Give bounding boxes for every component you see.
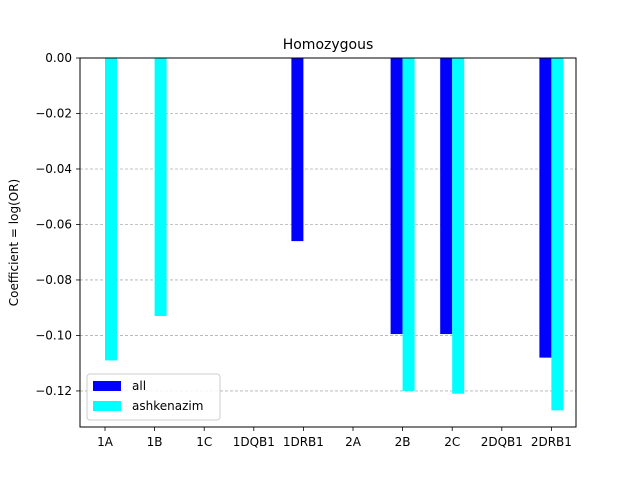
y-tick-label: −0.08	[35, 273, 72, 287]
bar-ashkenazim-2B	[402, 58, 415, 391]
grid-lines	[80, 113, 576, 392]
bar-all-2DRB1	[539, 58, 552, 358]
x-tick-label: 2DQB1	[481, 435, 523, 449]
y-tick-label: 0.00	[45, 51, 72, 65]
y-tick-label: −0.12	[35, 384, 72, 398]
x-tick-label: 1DRB1	[283, 435, 324, 449]
plot-frame	[79, 57, 577, 428]
legend: all ashkenazim	[86, 373, 221, 421]
bar-all-2C	[440, 58, 453, 335]
y-tick-label: −0.04	[35, 162, 72, 176]
x-axis: 1A 1B 1C 1DQB1 1DRB1 2A 2B 2C 2DQB1 2DRB1	[97, 427, 572, 449]
x-tick-label: 2B	[395, 435, 411, 449]
bar-ashkenazim-2C	[452, 58, 465, 394]
bar-ashkenazim-2DRB1	[551, 58, 564, 411]
y-tick-label: −0.10	[35, 328, 72, 342]
bar-ashkenazim-1B	[154, 58, 167, 317]
x-tick-label: 1DQB1	[233, 435, 275, 449]
x-tick-label: 2C	[444, 435, 460, 449]
bars	[105, 58, 564, 411]
y-tick-label: −0.06	[35, 217, 72, 231]
bar-all-1DRB1	[291, 58, 304, 242]
y-axis: 0.00 −0.02 −0.04 −0.06 −0.08 −0.10 −0.12	[35, 51, 80, 398]
legend-box	[86, 373, 221, 421]
legend-label-ashkenazim: ashkenazim	[132, 399, 203, 413]
chart-title: Homozygous	[283, 37, 374, 53]
x-tick-label: 1B	[147, 435, 163, 449]
legend-swatch-all	[93, 381, 121, 391]
x-tick-label: 2DRB1	[531, 435, 572, 449]
y-tick-label: −0.02	[35, 106, 72, 120]
bar-all-2B	[390, 58, 403, 335]
legend-swatch-ashkenazim	[93, 401, 121, 411]
x-tick-label: 1C	[196, 435, 212, 449]
legend-label-all: all	[132, 379, 146, 393]
y-axis-label: Coefficient = log(OR)	[7, 179, 21, 306]
bar-ashkenazim-1A	[105, 58, 117, 361]
x-tick-label: 2A	[345, 435, 362, 449]
x-tick-label: 1A	[97, 435, 114, 449]
